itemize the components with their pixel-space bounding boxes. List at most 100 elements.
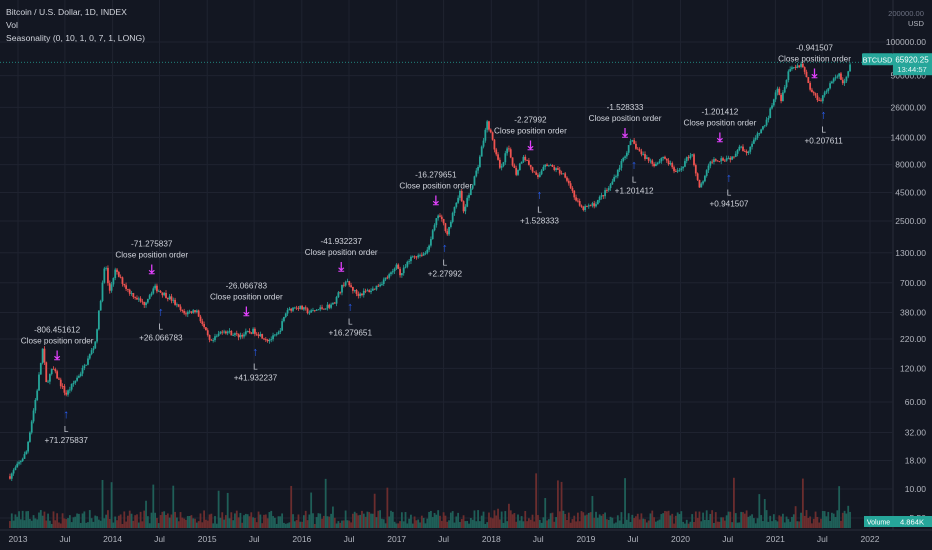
volume-bar [533,521,536,528]
volume-bar [640,513,643,528]
volume-bar [469,517,472,528]
candle-body [787,71,790,81]
candle-body [185,313,187,315]
candle-body [727,157,730,159]
volume-bar [165,515,167,528]
volume-bar [560,481,563,528]
volume-bar [353,511,356,528]
volume-bar [526,521,528,528]
volume-bar [157,523,160,528]
volume-bar [143,510,146,528]
candle-body [816,95,819,101]
volume-bar [616,515,619,528]
time-tick-label: Jul [59,534,70,544]
candle-body [752,139,755,144]
volume-bar [19,519,22,528]
time-tick-label: Jul [722,534,733,544]
candle-body [843,81,846,84]
entry-side-label: L [537,206,542,215]
candle-body [576,200,579,202]
candle-body [707,165,710,171]
candle-body [722,158,724,161]
time-tick-label: 2017 [387,534,406,544]
volume-bar [517,514,519,528]
candle-body [714,159,717,161]
volume-bar [671,513,674,528]
volume-bar [408,518,411,528]
exit-arrow-icon: ⤓ [716,129,723,144]
candle-body [437,215,440,219]
candle-body [702,181,704,184]
entry-trade-value: +71.275837 [44,436,88,445]
exit-trade-value: -1.201412 [701,107,738,116]
entry-trade-value: +2.27992 [428,269,463,278]
volume-bar [350,522,352,528]
volume-bar [83,511,86,528]
candle-body [433,225,436,231]
volume-bar [736,522,739,528]
volume-bar [752,518,755,528]
volume-bar [689,521,692,528]
candle-body [705,170,708,176]
candle-body [424,253,427,255]
candle-body [609,184,612,189]
candle-body [293,307,296,309]
volume-bar [633,517,636,528]
candle-body [738,146,741,150]
volume-bar [139,511,142,528]
volume-bar [783,522,786,528]
candle-body [212,340,215,341]
volume-bar [377,510,380,528]
candle-body [645,157,648,159]
volume-bar [584,515,587,528]
volume-bar [259,514,262,528]
volume-bar [205,519,207,528]
volume-bar [571,519,574,528]
candle-body [547,165,550,167]
candle-body [596,200,599,205]
candle-body [188,311,191,313]
candle-body [359,293,362,296]
candle-body [758,133,761,134]
volume-bar [707,520,710,528]
volume-bar [771,521,773,528]
volume-bar [221,512,224,528]
volume-bar [582,512,585,528]
candle-body [607,188,610,191]
symbol-title[interactable]: Bitcoin / U.S. Dollar, 1D, INDEX [6,7,127,17]
time-tick-label: Jul [154,534,165,544]
candle-body [417,255,420,258]
volume-bar [279,516,282,528]
exit-trade-value: -1.528333 [607,103,644,112]
volume-legend[interactable]: Vol [6,20,18,30]
candle-body [103,268,106,283]
candle-body [762,126,764,130]
candle-body [355,289,358,294]
candle-body [566,177,568,181]
volume-bar [718,521,721,528]
candle-body [471,185,474,189]
candle-body [90,350,93,355]
volume-bar [411,523,414,528]
candle-body [451,212,454,222]
volume-bar [339,522,342,528]
candle-body [625,152,628,157]
volume-bar [576,512,579,528]
candle-body [673,167,675,172]
candle-body [348,281,351,286]
candle-body [357,293,360,296]
candle-body [78,375,80,378]
volume-bar [437,510,440,528]
candle-body [268,339,271,342]
candle-body [578,201,581,206]
volume-bar [306,520,309,528]
candle-body [333,302,336,304]
volume-bar [404,512,407,528]
strategy-legend[interactable]: Seasonality (0, 10, 1, 0, 7, 1, LONG) [6,33,146,43]
candle-body [364,290,367,292]
volume-bar [254,517,256,528]
price-axis-top-label: 200000.00 [888,9,924,18]
volume-bar [232,520,235,528]
candle-body [341,284,343,293]
